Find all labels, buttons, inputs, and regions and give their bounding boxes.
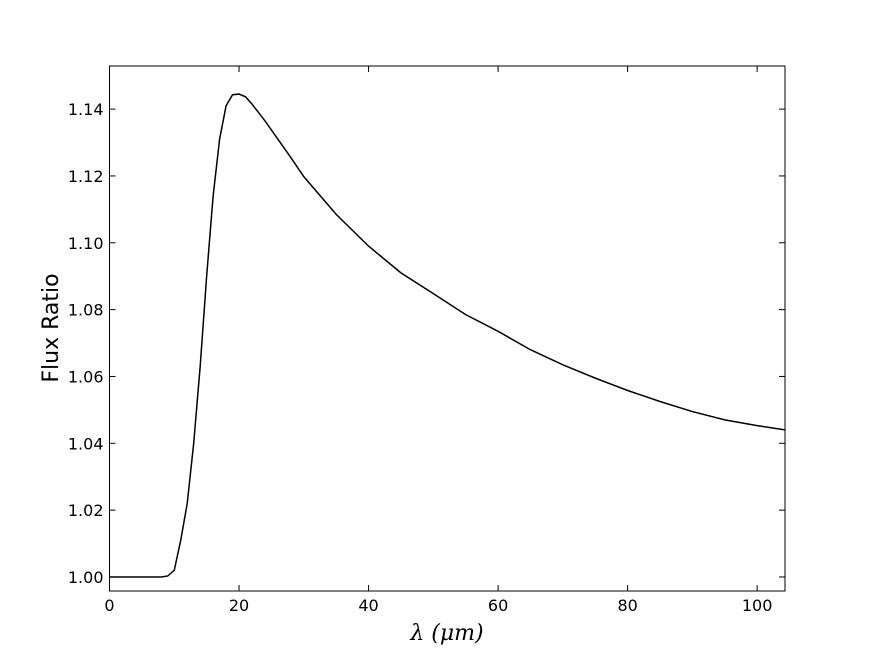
y-tick-label: 1.00	[68, 568, 104, 587]
plot-frame	[109, 65, 786, 592]
x-tick-label: 0	[104, 596, 114, 615]
x-tick-label: 80	[617, 596, 637, 615]
y-tick-label: 1.10	[68, 234, 104, 253]
y-tick-label: 1.08	[68, 301, 104, 320]
data-line	[109, 93, 786, 578]
y-tick-label: 1.12	[68, 167, 104, 186]
x-tick-label: 20	[229, 596, 249, 615]
y-tick-label: 1.14	[68, 100, 104, 119]
x-tick-label: 40	[358, 596, 378, 615]
x-axis-label: λ (μm)	[409, 621, 483, 646]
y-tick-label: 1.04	[68, 434, 104, 453]
x-tick-label: 100	[742, 596, 773, 615]
y-axis-label: Flux Ratio	[39, 273, 64, 382]
y-tick-label: 1.06	[68, 367, 104, 386]
x-tick-label: 60	[488, 596, 508, 615]
y-tick-label: 1.02	[68, 501, 104, 520]
